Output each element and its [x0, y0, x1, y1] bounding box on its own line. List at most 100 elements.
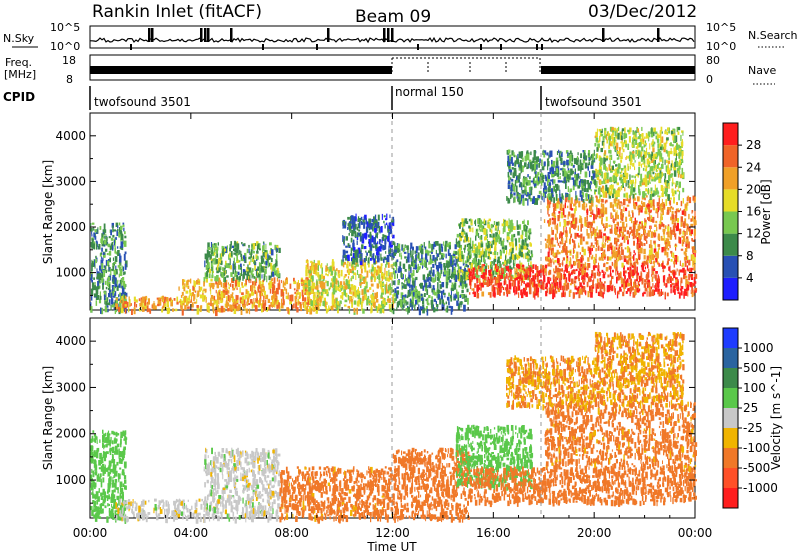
scatter-echo-cell [101, 237, 104, 244]
scatter-echo-cell [694, 287, 698, 292]
scatter-echo-cell [443, 292, 446, 296]
scatter-echo-cell [551, 213, 554, 216]
scatter-echo-cell [693, 277, 696, 284]
scatter-echo-cell [373, 217, 376, 225]
scatter-echo-cell [507, 275, 509, 280]
scatter-echo-cell [601, 212, 604, 218]
scatter-echo-cell [437, 290, 439, 293]
scatter-echo-cell [351, 220, 354, 225]
scatter-echo-cell [693, 264, 696, 271]
scatter-echo-cell [623, 255, 626, 259]
scatter-echo-cell [312, 303, 315, 311]
scatter-echo-cell [452, 259, 455, 263]
scatter-echo-cell [362, 308, 365, 314]
scatter-echo-cell [363, 233, 366, 238]
scatter-echo-cell [118, 273, 120, 278]
scatter-echo-cell [193, 301, 197, 304]
scatter-echo-cell [478, 249, 481, 255]
scatter-echo-cell [638, 239, 641, 243]
scatter-echo-cell [368, 269, 370, 273]
scatter-echo-cell [459, 223, 461, 229]
scatter-echo-cell [375, 235, 377, 238]
scatter-echo-cell [636, 284, 639, 290]
scatter-echo-cell [399, 261, 402, 267]
scatter-echo-cell [262, 246, 264, 252]
scatter-echo-cell [230, 283, 232, 287]
scatter-echo-cell [348, 279, 350, 285]
scatter-echo-cell [385, 257, 388, 261]
scatter-echo-cell [619, 244, 621, 247]
scatter-echo-cell [141, 302, 144, 308]
scatter-echo-cell [211, 267, 213, 271]
scatter-echo-cell [396, 259, 399, 263]
scatter-echo-cell [481, 225, 484, 232]
scatter-echo-cell [691, 267, 694, 271]
scatter-echo-cell [103, 234, 105, 239]
scatter-echo-cell [518, 264, 521, 270]
scatter-echo-cell [615, 212, 618, 219]
scatter-echo-cell [379, 280, 382, 288]
scatter-echo-cell [380, 257, 383, 261]
scatter-echo-cell [566, 205, 569, 209]
scatter-echo-cell [259, 298, 261, 306]
scatter-echo-cell [586, 208, 589, 216]
scatter-echo-cell [627, 288, 630, 292]
scatter-echo-cell [91, 238, 94, 245]
scatter-echo-cell [520, 262, 523, 266]
scatter-echo-cell [469, 250, 472, 254]
scatter-echo-cell [505, 255, 507, 261]
scatter-echo-cell [638, 210, 640, 215]
scatter-echo-cell [516, 254, 519, 260]
scatter-echo-cell [341, 284, 343, 290]
scatter-echo-cell [562, 208, 565, 216]
scatter-echo-cell [661, 238, 665, 241]
scatter-echo-cell [590, 242, 593, 247]
scatter-echo-cell [418, 245, 422, 251]
scatter-echo-cell [217, 260, 219, 267]
scatter-echo-cell [525, 274, 528, 280]
scatter-echo-cell [597, 208, 600, 215]
scatter-echo-cell [557, 262, 560, 266]
scatter-echo-cell [107, 243, 109, 246]
scatter-echo-cell [574, 261, 577, 266]
scatter-echo-cell [485, 242, 487, 247]
scatter-echo-cell [508, 218, 510, 221]
scatter-echo-cell [623, 193, 626, 198]
scatter-echo-cell [477, 258, 480, 266]
scatter-echo-cell [405, 274, 406, 281]
scatter-echo-cell [682, 267, 685, 273]
scatter-echo-cell [486, 279, 489, 287]
scatter-echo-cell [477, 275, 480, 278]
scatter-echo-cell [463, 239, 465, 243]
scatter-echo-cell [172, 308, 175, 312]
scatter-echo-cell [479, 259, 482, 266]
scatter-echo-cell [347, 271, 350, 276]
scatter-echo-cell [614, 201, 617, 207]
scatter-echo-cell [262, 241, 265, 244]
scatter-echo-cell [483, 218, 486, 224]
scatter-echo-cell [547, 258, 550, 262]
scatter-echo-cell [563, 214, 567, 218]
scatter-echo-cell [371, 298, 374, 301]
scatter-echo-cell [169, 298, 173, 302]
scatter-echo-cell [484, 265, 486, 271]
scatter-echo-cell [610, 266, 612, 270]
beam-label: Beam 09 [355, 7, 431, 27]
scatter-echo-cell [640, 155, 644, 162]
scatter-echo-cell [504, 280, 507, 285]
scatter-echo-cell [323, 275, 325, 279]
scatter-echo-cell [684, 275, 688, 279]
scatter-echo-cell [457, 272, 460, 280]
scatter-echo-cell [418, 304, 420, 311]
scatter-echo-cell [554, 252, 556, 256]
scatter-echo-cell [393, 268, 395, 273]
scatter-echo-cell [512, 254, 515, 260]
scatter-echo-cell [477, 218, 480, 224]
scatter-echo-cell [640, 272, 643, 280]
scatter-echo-cell [392, 289, 395, 293]
scatter-echo-cell [483, 230, 486, 235]
scatter-echo-cell [485, 247, 489, 251]
scatter-echo-cell [353, 300, 357, 305]
scatter-echo-cell [123, 271, 125, 276]
scatter-echo-cell [662, 265, 665, 269]
